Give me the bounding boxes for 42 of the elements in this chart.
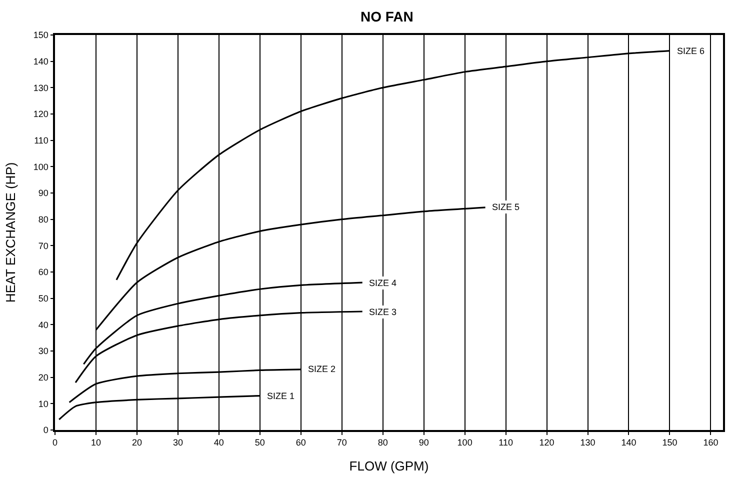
y-tick-label: 0 — [43, 425, 48, 436]
y-tick-label: 60 — [38, 267, 48, 278]
y-tick-label: 140 — [33, 56, 48, 66]
x-tick-label: 110 — [498, 438, 513, 448]
series-label: SIZE 2 — [308, 364, 336, 374]
y-tick-label: 10 — [38, 398, 48, 409]
series-label: SIZE 3 — [369, 307, 397, 317]
x-tick-label: 70 — [336, 438, 347, 448]
x-tick-label: 0 — [52, 438, 58, 448]
y-tick-label: 130 — [33, 82, 48, 93]
x-tick-label: 20 — [132, 438, 142, 448]
x-tick-label: 120 — [539, 438, 554, 448]
series-label: SIZE 1 — [267, 391, 295, 401]
x-tick-label: 90 — [418, 438, 429, 448]
x-tick-label: 160 — [703, 438, 718, 448]
y-tick-label: 20 — [38, 372, 48, 382]
series-label: SIZE 4 — [369, 278, 397, 288]
y-tick-label: 150 — [33, 30, 48, 40]
x-tick-label: 130 — [580, 438, 596, 448]
chart-title: NO FAN — [360, 8, 414, 25]
series-label: SIZE 5 — [492, 202, 520, 212]
y-tick-label: 70 — [38, 240, 48, 251]
y-tick-label: 80 — [38, 214, 48, 224]
y-tick-label: 90 — [38, 188, 48, 198]
x-tick-label: 60 — [296, 438, 306, 448]
y-tick-label: 30 — [38, 346, 48, 356]
x-tick-label: 150 — [662, 438, 678, 448]
y-tick-label: 50 — [38, 293, 48, 304]
y-tick-label: 110 — [34, 135, 48, 146]
y-axis-title: HEAT EXCHANGE (HP) — [2, 162, 18, 303]
x-tick-label: 100 — [457, 438, 472, 448]
y-tick-label: 100 — [33, 162, 48, 172]
y-tick-label: 40 — [38, 320, 48, 330]
x-tick-label: 30 — [172, 438, 183, 448]
x-axis-title: FLOW (GPM) — [349, 458, 429, 474]
x-tick-label: 80 — [378, 438, 388, 448]
x-tick-label: 140 — [621, 438, 636, 448]
x-tick-label: 10 — [90, 438, 101, 448]
x-tick-label: 40 — [214, 438, 224, 448]
y-tick-label: 120 — [33, 109, 48, 120]
series-label: SIZE 6 — [677, 46, 705, 56]
x-tick-label: 50 — [254, 438, 265, 448]
